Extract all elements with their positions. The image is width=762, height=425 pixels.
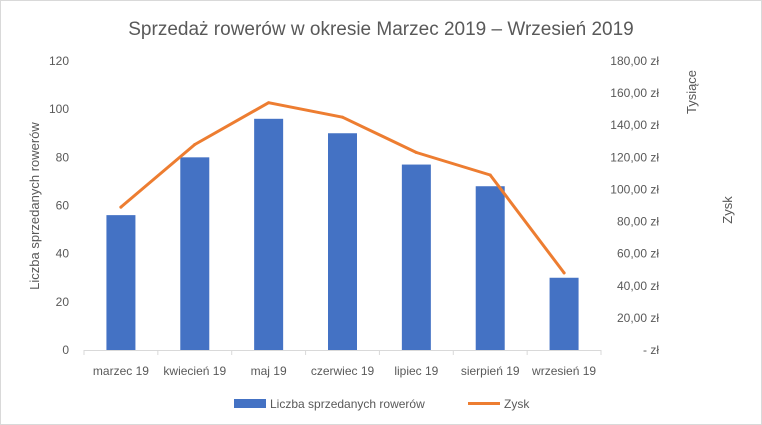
left-tick-label: 120 bbox=[49, 54, 69, 68]
left-tick-label: 0 bbox=[62, 343, 69, 357]
legend-label-bars: Liczba sprzedanych rowerów bbox=[270, 397, 425, 411]
legend-swatch-bars bbox=[234, 399, 266, 408]
right-tick-label: 120,00 zł bbox=[610, 150, 659, 164]
left-tick-label: 100 bbox=[49, 102, 69, 116]
left-axis-title: Liczba sprzedanych rowerów bbox=[27, 122, 42, 290]
line-point bbox=[267, 101, 271, 105]
right-tick-label: 80,00 zł bbox=[617, 215, 659, 229]
x-tick-label: kwiecień 19 bbox=[163, 364, 226, 378]
line-point bbox=[341, 115, 344, 119]
plot-area: 0 20 40 60 80 100 120 - zł 20,00 zł 40,00 zł 60,00… bbox=[27, 54, 735, 411]
right-tick-label: 40,00 zł bbox=[617, 279, 659, 293]
right-axis-title: Zysk bbox=[720, 196, 735, 224]
x-tick-label: marzec 19 bbox=[93, 364, 149, 378]
right-tick-label: 140,00 zł bbox=[610, 118, 659, 132]
line-point bbox=[562, 271, 566, 275]
right-tick-label: - zł bbox=[643, 343, 659, 357]
bar bbox=[106, 215, 136, 350]
left-tick-label: 80 bbox=[56, 150, 70, 164]
bar bbox=[328, 133, 357, 350]
right-tick-label: 160,00 zł bbox=[610, 86, 659, 100]
right-tick-label: 100,00 zł bbox=[610, 182, 659, 196]
line-point bbox=[119, 205, 123, 209]
line-point bbox=[488, 173, 492, 177]
x-tick-label: lipiec 19 bbox=[394, 364, 438, 378]
bar bbox=[254, 118, 284, 350]
x-tick-label: wrzesień 19 bbox=[531, 364, 596, 378]
line-point bbox=[414, 151, 418, 155]
chart-title: Sprzedaż rowerów w okresie Marzec 2019 –… bbox=[128, 19, 634, 40]
legend-label-line: Zysk bbox=[504, 397, 530, 411]
line-point bbox=[193, 142, 197, 146]
right-axis-units-label: Tysiące bbox=[684, 70, 699, 114]
x-tick-label: maj 19 bbox=[251, 364, 287, 378]
bar bbox=[549, 277, 579, 350]
right-tick-label: 20,00 zł bbox=[617, 311, 659, 325]
bar bbox=[180, 157, 210, 350]
left-tick-label: 40 bbox=[56, 247, 70, 261]
right-tick-label: 180,00 zł bbox=[610, 54, 659, 68]
left-tick-label: 20 bbox=[56, 295, 70, 309]
left-tick-label: 60 bbox=[56, 199, 70, 213]
x-tick-label: czerwiec 19 bbox=[311, 364, 375, 378]
x-tick-label: sierpień 19 bbox=[461, 364, 520, 378]
right-tick-label: 60,00 zł bbox=[617, 247, 659, 261]
bar bbox=[475, 186, 505, 350]
bar bbox=[401, 164, 431, 350]
